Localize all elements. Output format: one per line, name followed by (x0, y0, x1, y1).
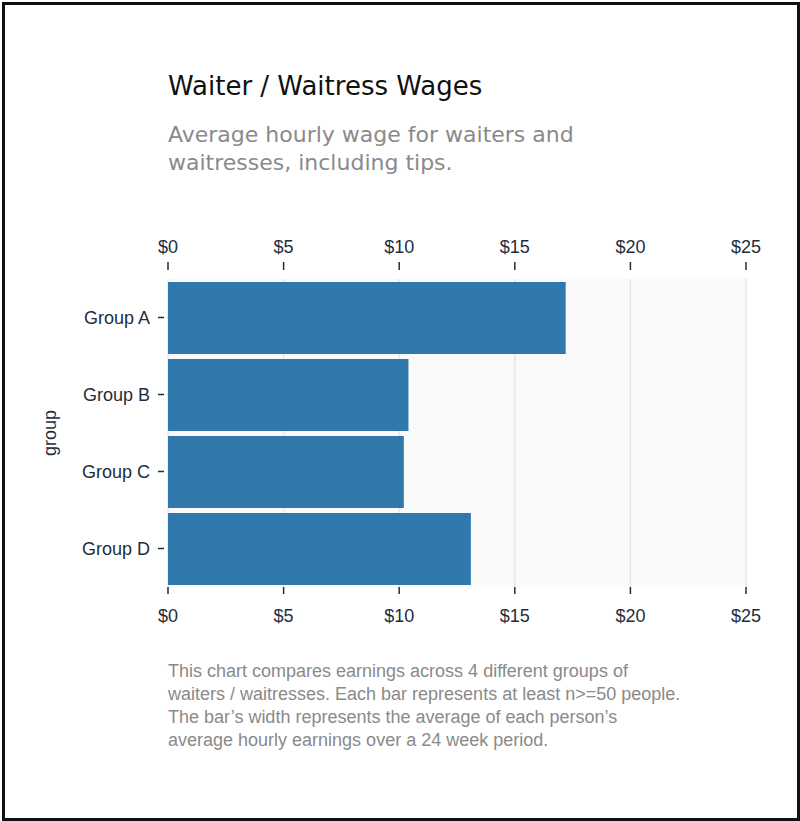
tick-mark (630, 262, 632, 270)
y-tick-label: Group B (83, 385, 150, 405)
y-tick-mark (158, 317, 164, 319)
x-tick-label: $15 (500, 606, 530, 626)
y-tick-mark (158, 548, 164, 550)
note: waiters / waitresses. Each bar represent… (167, 684, 680, 704)
bars (168, 282, 566, 585)
bar (168, 513, 471, 585)
note: average hourly earnings over a 24 week p… (168, 730, 548, 750)
x-tick-label: $20 (615, 606, 645, 626)
bar (168, 436, 404, 508)
tick-mark (514, 262, 516, 270)
tick-mark (398, 587, 400, 594)
tick-mark (745, 262, 747, 270)
chart: Waiter / Waitress Wages Average hourly wa… (0, 0, 800, 821)
grid-line (630, 279, 632, 587)
tick-mark (167, 262, 169, 270)
y-tick-mark (158, 394, 164, 396)
x-tick-label: $0 (158, 606, 178, 626)
tick-mark (398, 262, 400, 270)
grid-line (745, 279, 747, 587)
tick-mark (745, 587, 747, 594)
x-tick-label: $15 (500, 237, 530, 257)
y-tick-label: Group A (84, 308, 150, 328)
x-tick-label: $10 (384, 237, 414, 257)
y-axis-label: group (40, 410, 60, 456)
title: Waiter / Waitress Wages (168, 71, 482, 101)
x-tick-label: $0 (158, 237, 178, 257)
subtitle: Average hourly wage for waiters and (168, 122, 574, 147)
note: This chart compares earnings across 4 di… (168, 661, 629, 681)
x-tick-label: $10 (384, 606, 414, 626)
y-tick-mark (158, 471, 164, 473)
tick-mark (630, 587, 632, 594)
tick-mark (514, 587, 516, 594)
x-tick-label: $5 (274, 606, 294, 626)
note: The bar’s width represents the average o… (168, 707, 617, 727)
x-tick-label: $25 (731, 606, 761, 626)
y-tick-label: Group D (82, 539, 150, 559)
bar (168, 359, 408, 431)
plot-background (168, 279, 746, 587)
x-tick-label: $5 (274, 237, 294, 257)
tick-mark (283, 262, 285, 270)
tick-mark (283, 587, 285, 594)
subtitle: waitresses, including tips. (168, 150, 453, 175)
bar (168, 282, 566, 354)
x-tick-label: $20 (615, 237, 645, 257)
y-tick-label: Group C (82, 462, 150, 482)
tick-mark (167, 587, 169, 594)
x-tick-label: $25 (731, 237, 761, 257)
